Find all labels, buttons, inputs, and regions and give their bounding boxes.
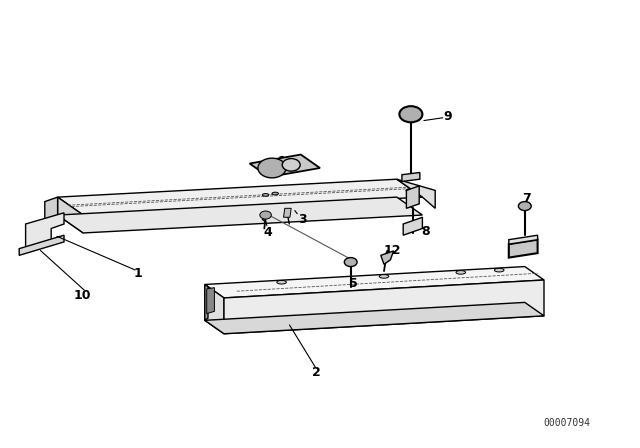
Polygon shape <box>58 197 83 233</box>
Text: 9: 9 <box>444 110 452 123</box>
Text: 12: 12 <box>383 244 401 258</box>
Ellipse shape <box>379 275 389 278</box>
Polygon shape <box>207 288 214 314</box>
Polygon shape <box>205 284 208 320</box>
Ellipse shape <box>262 194 269 196</box>
Polygon shape <box>509 235 538 244</box>
Text: 4: 4 <box>263 225 272 239</box>
Polygon shape <box>205 302 544 334</box>
Text: 1: 1 <box>133 267 142 280</box>
Text: 8: 8 <box>421 225 430 238</box>
Text: 3: 3 <box>298 213 307 226</box>
Text: 7: 7 <box>522 191 531 205</box>
Circle shape <box>344 258 357 267</box>
Polygon shape <box>224 280 544 334</box>
Polygon shape <box>402 172 420 181</box>
Polygon shape <box>205 267 544 298</box>
Ellipse shape <box>495 268 504 272</box>
Polygon shape <box>284 208 291 217</box>
Polygon shape <box>205 284 224 334</box>
Text: 5: 5 <box>349 276 358 290</box>
Ellipse shape <box>272 192 278 195</box>
Circle shape <box>399 106 422 122</box>
Polygon shape <box>250 155 320 177</box>
Text: 00007094: 00007094 <box>543 418 590 428</box>
Polygon shape <box>19 235 64 255</box>
Circle shape <box>518 202 531 211</box>
Polygon shape <box>406 186 419 208</box>
Polygon shape <box>58 197 422 233</box>
Text: 2: 2 <box>312 366 321 379</box>
Polygon shape <box>45 197 58 220</box>
Circle shape <box>258 158 286 178</box>
Polygon shape <box>26 213 64 249</box>
Text: 11: 11 <box>278 155 296 168</box>
Polygon shape <box>403 217 422 235</box>
Text: 6: 6 <box>522 241 531 254</box>
Circle shape <box>260 211 271 219</box>
Polygon shape <box>58 179 422 215</box>
Polygon shape <box>397 179 435 208</box>
Circle shape <box>282 159 300 171</box>
Ellipse shape <box>277 280 287 284</box>
Ellipse shape <box>456 271 466 274</box>
Text: 10: 10 <box>73 289 91 302</box>
Polygon shape <box>381 251 394 264</box>
Polygon shape <box>509 240 538 258</box>
